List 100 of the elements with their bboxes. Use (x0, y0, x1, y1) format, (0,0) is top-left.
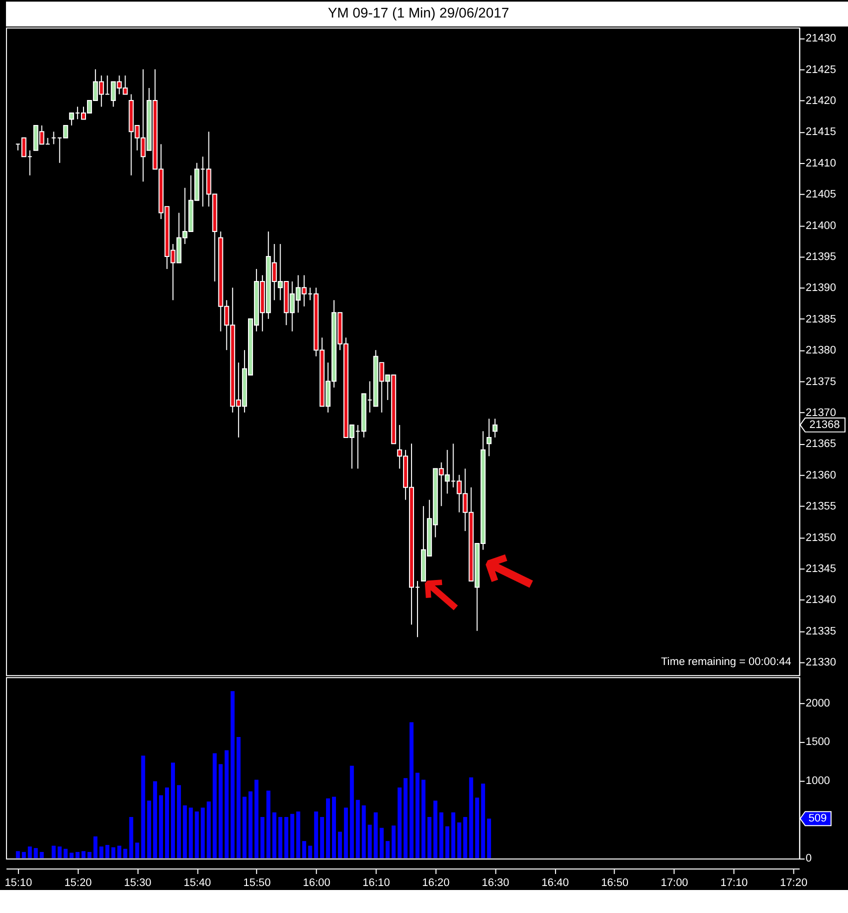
candlestick (486, 418, 492, 457)
bar (314, 812, 318, 858)
bar (350, 766, 354, 858)
y-tick-label: 21380 (806, 344, 836, 357)
bar (427, 816, 432, 858)
bar (218, 764, 223, 858)
bar (16, 851, 20, 858)
bar (344, 808, 348, 858)
bar (410, 722, 414, 858)
bar (386, 841, 390, 858)
candlestick (492, 418, 498, 438)
y-tick-label: 21405 (806, 188, 836, 201)
bar (236, 736, 241, 858)
y-tick-label: 21430 (806, 32, 836, 45)
bar (338, 832, 342, 858)
x-tick-label: 16:30 (482, 876, 510, 889)
bar (153, 781, 158, 858)
y-tick-label: 21375 (806, 376, 836, 388)
bar (248, 791, 252, 858)
y-tick-label: 1500 (806, 736, 830, 748)
y-tick-label: 21410 (806, 157, 836, 170)
bar (135, 842, 140, 858)
bar (242, 796, 247, 858)
bar (64, 848, 68, 858)
bar (165, 787, 169, 858)
y-tick-label: 2000 (806, 697, 830, 710)
bar (212, 753, 217, 858)
bar (380, 828, 384, 858)
bar (176, 785, 181, 858)
bar (266, 790, 270, 858)
annotation: Time remaining = 00:00:44 (661, 656, 792, 668)
y-tick-label: 21355 (806, 500, 836, 513)
bar (362, 805, 366, 858)
y-tick-label: 21350 (806, 532, 836, 544)
bar (93, 836, 98, 858)
bar (194, 812, 199, 858)
x-tick-label: 15:20 (64, 876, 92, 889)
x-tick-label: 16:10 (362, 876, 390, 889)
text: 509 (808, 812, 827, 825)
y-tick-label: 21330 (806, 656, 836, 669)
bar (326, 798, 330, 858)
bar (159, 795, 164, 858)
x-tick-label: 16:00 (302, 876, 330, 889)
y-tick-label: 21340 (806, 594, 836, 606)
bar (40, 852, 44, 858)
x-tick-label: 16:50 (601, 876, 628, 889)
y-tick-label: 21370 (806, 406, 836, 419)
bar (129, 816, 134, 858)
x-tick-label: 17:20 (780, 876, 808, 889)
bar (332, 796, 336, 858)
bar (22, 852, 26, 858)
y-tick-label: 21415 (806, 126, 836, 138)
bar (296, 812, 300, 858)
bar (188, 808, 193, 858)
bar (260, 816, 264, 858)
bar (487, 818, 492, 858)
bar (52, 846, 56, 858)
y-tick-label: 21400 (806, 220, 836, 232)
bar (254, 780, 258, 858)
y-tick-label: 21425 (806, 64, 836, 76)
bar (70, 852, 74, 858)
y-tick-label: 21390 (806, 282, 836, 294)
bar (87, 852, 92, 858)
bar (481, 784, 486, 858)
bar (141, 756, 146, 858)
bar (200, 808, 205, 858)
bar (34, 848, 38, 858)
bar (421, 780, 426, 858)
x-tick-label: 17:00 (660, 876, 688, 889)
y-tick-label: 1000 (806, 774, 830, 787)
bar (445, 826, 450, 858)
bar (398, 787, 402, 858)
bar (284, 816, 288, 858)
bar (356, 800, 360, 858)
bar (278, 816, 282, 858)
bar (58, 846, 62, 858)
bar (404, 778, 408, 858)
bar (475, 798, 480, 858)
chart-title: YM 09-17 (1 Min) 29/06/2017 (328, 4, 510, 21)
bar (82, 851, 86, 858)
bar (99, 846, 104, 858)
y-tick-label: 21395 (806, 250, 836, 263)
x-tick-label: 15:50 (243, 876, 271, 889)
bar (28, 846, 32, 858)
bar (117, 846, 122, 858)
bar (147, 800, 152, 858)
bar (105, 844, 110, 858)
y-tick-label: 21335 (806, 625, 836, 638)
x-tick-label: 15:10 (4, 876, 32, 889)
x-tick-label: 15:30 (124, 876, 152, 889)
y-tick-label: 21420 (806, 94, 836, 107)
bar (439, 812, 444, 858)
y-tick-label: 0 (806, 852, 812, 865)
bar (469, 777, 474, 858)
bar (224, 750, 229, 858)
bar (415, 772, 420, 858)
x-tick-label: 17:10 (720, 876, 748, 889)
x-tick-label: 16:40 (541, 876, 569, 889)
bar (76, 852, 80, 858)
text: 21368 (809, 418, 840, 431)
